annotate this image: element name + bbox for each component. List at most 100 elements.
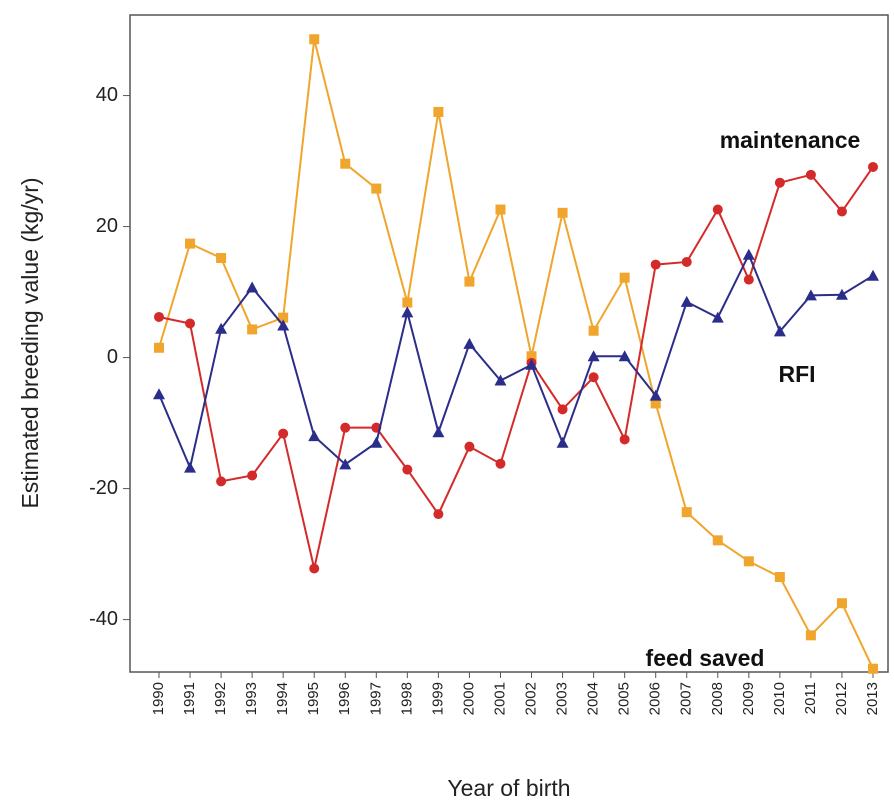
x-tick-label: 1994 xyxy=(274,682,291,715)
x-tick-label: 1992 xyxy=(212,682,229,715)
data-point xyxy=(804,289,817,301)
data-point xyxy=(680,295,693,307)
x-tick-label: 1991 xyxy=(181,682,198,715)
data-point xyxy=(805,169,816,180)
data-point xyxy=(154,342,164,353)
data-point xyxy=(587,350,600,362)
data-point xyxy=(650,398,661,409)
x-tick-label: 2005 xyxy=(616,682,633,715)
x-tick-label: 1995 xyxy=(305,682,322,715)
data-point xyxy=(494,374,507,386)
data-point xyxy=(433,106,444,117)
data-point xyxy=(495,204,506,215)
series-label: feed saved xyxy=(646,645,765,671)
data-point xyxy=(308,430,321,442)
data-point xyxy=(278,428,289,439)
data-point xyxy=(712,204,723,215)
data-point xyxy=(868,663,878,674)
x-tick-label: 1996 xyxy=(336,682,353,715)
series-line xyxy=(158,166,874,569)
data-point xyxy=(401,306,414,318)
x-tick-label: 2003 xyxy=(554,682,571,715)
data-point xyxy=(464,441,475,452)
data-point xyxy=(526,351,537,362)
data-point xyxy=(278,312,289,323)
x-tick-label: 2009 xyxy=(740,682,757,715)
x-tick-label: 2004 xyxy=(585,682,602,715)
data-point xyxy=(868,161,878,172)
data-point xyxy=(681,507,692,518)
y-tick-label: 40 xyxy=(96,84,118,106)
data-point xyxy=(247,470,258,481)
data-point xyxy=(743,274,754,285)
series-label: RFI xyxy=(778,361,815,387)
x-tick-label: 1999 xyxy=(429,682,446,715)
data-point xyxy=(402,464,413,475)
y-tick-label: 0 xyxy=(107,346,118,368)
x-axis-label: Year of birth xyxy=(447,775,570,801)
data-point xyxy=(836,206,847,217)
data-point xyxy=(619,272,630,283)
data-point xyxy=(340,158,351,169)
data-point xyxy=(774,572,785,583)
series-label: maintenance xyxy=(720,127,861,153)
data-point xyxy=(246,281,259,293)
data-point xyxy=(433,509,444,520)
y-tick-label: -40 xyxy=(89,608,118,630)
data-point xyxy=(619,434,630,445)
data-point xyxy=(216,253,227,264)
data-point xyxy=(216,476,227,487)
data-point xyxy=(463,337,476,349)
data-point xyxy=(681,256,692,267)
data-point xyxy=(185,318,196,329)
series-line xyxy=(158,252,874,471)
data-point xyxy=(154,311,164,322)
x-tick-label: 2007 xyxy=(678,682,695,715)
data-point xyxy=(464,276,475,287)
data-point xyxy=(495,458,506,469)
data-point xyxy=(743,556,754,567)
data-point xyxy=(618,350,631,362)
data-point xyxy=(557,404,568,415)
data-point xyxy=(277,319,290,331)
data-point xyxy=(339,458,352,470)
y-axis-label: Estimated breeding value (kg/yr) xyxy=(17,177,43,508)
data-point xyxy=(774,177,785,188)
data-point xyxy=(340,422,351,433)
data-point xyxy=(370,436,383,448)
x-tick-label: 2011 xyxy=(802,682,819,714)
x-tick-label: 2000 xyxy=(460,682,477,715)
data-point xyxy=(432,426,445,438)
x-tick-label: 2010 xyxy=(771,682,788,715)
x-tick-label: 2013 xyxy=(864,682,881,715)
data-point xyxy=(557,207,568,218)
data-point xyxy=(556,436,569,448)
data-point xyxy=(867,269,879,281)
x-tick-label: 1998 xyxy=(398,682,415,715)
y-tick-label: -20 xyxy=(89,477,118,499)
y-tick-label: 20 xyxy=(96,215,118,237)
data-point xyxy=(588,325,599,336)
x-tick-label: 1997 xyxy=(367,682,384,715)
data-point xyxy=(309,563,320,574)
data-point xyxy=(805,630,816,641)
data-point xyxy=(309,34,320,45)
x-tick-label: 2001 xyxy=(491,682,508,715)
data-point xyxy=(835,288,848,300)
data-point xyxy=(773,325,786,337)
data-point xyxy=(525,358,538,370)
data-point xyxy=(215,322,228,334)
x-tick-label: 1993 xyxy=(243,682,260,715)
x-tick-label: 2012 xyxy=(833,682,850,715)
data-point xyxy=(742,248,755,260)
data-point xyxy=(711,311,724,323)
data-point xyxy=(185,238,196,249)
data-point xyxy=(712,535,723,546)
x-tick-label: 2006 xyxy=(647,682,664,715)
data-point xyxy=(836,598,847,609)
plot-frame xyxy=(129,14,889,673)
x-tick-label: 2002 xyxy=(522,682,539,715)
data-point xyxy=(371,183,382,194)
data-point xyxy=(649,389,662,401)
